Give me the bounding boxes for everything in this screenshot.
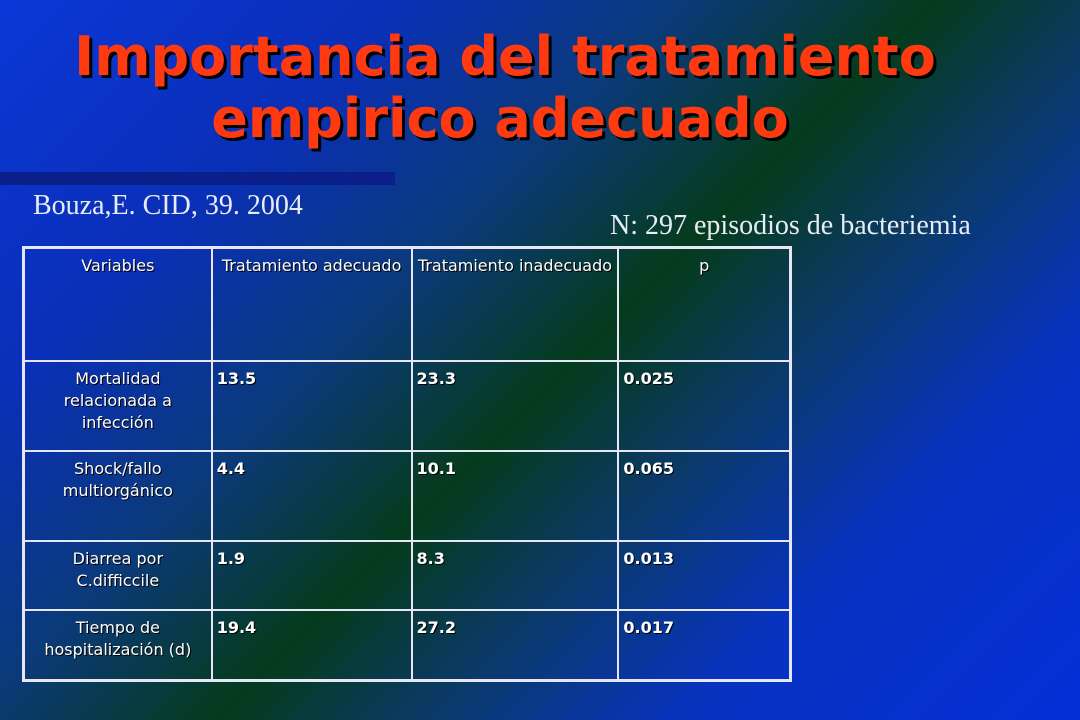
results-table: Variables Tratamiento adecuado Tratamien…: [22, 246, 792, 682]
column-header-adequate: Tratamiento adecuado: [210, 246, 413, 362]
row-adequate-value: 19.4: [210, 609, 413, 682]
sample-size-note: N: 297 episodios de bacteriemia: [610, 210, 971, 241]
row-inadequate-value: 27.2: [410, 609, 620, 682]
table-row: Shock/fallo multiorgánico 4.4 10.1 0.065: [22, 450, 792, 542]
table-row: Diarrea por C.difficcile 1.9 8.3 0.013: [22, 540, 792, 611]
row-inadequate-value: 8.3: [410, 540, 620, 611]
slide-title-line-2: empirico adecuado: [211, 87, 789, 150]
title-underline-bar: [0, 172, 395, 185]
column-header-inadequate: Tratamiento inadecuado: [410, 246, 620, 362]
row-inadequate-value: 10.1: [410, 450, 620, 542]
table-header-row: Variables Tratamiento adecuado Tratamien…: [22, 246, 792, 362]
row-p-value: 0.025: [617, 360, 792, 452]
row-p-value: 0.013: [617, 540, 792, 611]
row-variable: Mortalidad relacionada a infección: [22, 360, 213, 452]
row-variable: Shock/fallo multiorgánico: [22, 450, 213, 542]
row-p-value: 0.065: [617, 450, 792, 542]
table-row: Mortalidad relacionada a infección 13.5 …: [22, 360, 792, 452]
slide-title-line-1: Importancia del tratamiento: [74, 25, 936, 88]
row-p-value: 0.017: [617, 609, 792, 682]
row-adequate-value: 13.5: [210, 360, 413, 452]
citation: Bouza,E. CID, 39. 2004: [33, 190, 303, 221]
table-row: Tiempo de hospitalización (d) 19.4 27.2 …: [22, 609, 792, 682]
row-variable: Diarrea por C.difficcile: [22, 540, 213, 611]
row-adequate-value: 1.9: [210, 540, 413, 611]
row-inadequate-value: 23.3: [410, 360, 620, 452]
row-adequate-value: 4.4: [210, 450, 413, 542]
slide-title: Importancia del tratamiento empirico ade…: [0, 26, 1000, 150]
row-variable: Tiempo de hospitalización (d): [22, 609, 213, 682]
column-header-p: p: [617, 246, 792, 362]
column-header-variables: Variables: [22, 246, 213, 362]
